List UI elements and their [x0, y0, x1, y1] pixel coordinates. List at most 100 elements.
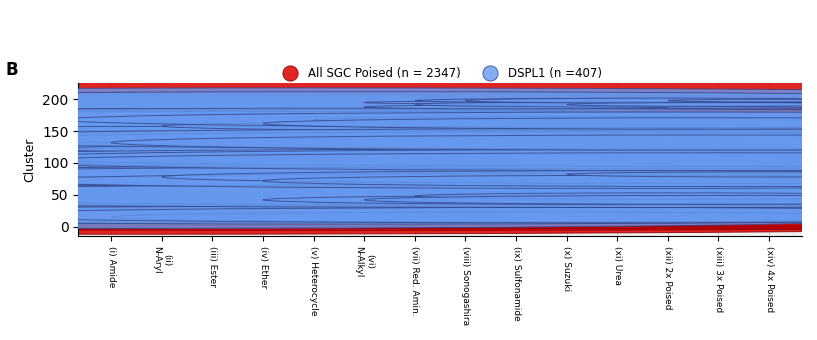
Circle shape [415, 193, 817, 199]
Circle shape [263, 195, 817, 204]
Circle shape [0, 141, 718, 153]
Circle shape [0, 125, 769, 140]
Circle shape [364, 120, 567, 123]
Circle shape [0, 154, 817, 190]
Circle shape [0, 94, 817, 120]
Circle shape [10, 122, 415, 128]
Circle shape [0, 135, 817, 168]
Circle shape [162, 160, 667, 166]
Circle shape [10, 116, 817, 131]
Circle shape [0, 165, 817, 179]
Circle shape [263, 157, 667, 162]
Circle shape [0, 152, 817, 190]
Circle shape [111, 135, 817, 150]
Circle shape [10, 173, 817, 188]
Circle shape [60, 189, 466, 194]
Circle shape [0, 168, 817, 186]
Circle shape [263, 119, 667, 124]
Circle shape [0, 115, 817, 141]
Circle shape [364, 197, 567, 199]
Circle shape [0, 119, 667, 131]
Legend: All SGC Poised (n = 2347), DSPL1 (n =407): All SGC Poised (n = 2347), DSPL1 (n =407… [274, 62, 607, 84]
Circle shape [0, 169, 817, 185]
Circle shape [263, 119, 817, 128]
Circle shape [0, 197, 817, 223]
Circle shape [263, 118, 817, 129]
Circle shape [0, 108, 817, 131]
Circle shape [10, 104, 516, 110]
Circle shape [0, 118, 817, 147]
Circle shape [0, 200, 817, 231]
Circle shape [0, 145, 817, 171]
Circle shape [0, 142, 817, 161]
Circle shape [0, 129, 817, 161]
Circle shape [0, 126, 817, 159]
Circle shape [0, 169, 817, 214]
Circle shape [60, 143, 817, 155]
Circle shape [10, 166, 516, 172]
Circle shape [0, 177, 817, 222]
Circle shape [0, 148, 817, 168]
Circle shape [0, 207, 817, 223]
Circle shape [0, 202, 817, 234]
Circle shape [0, 206, 817, 224]
Circle shape [364, 100, 817, 109]
Circle shape [0, 142, 817, 181]
Circle shape [415, 102, 817, 107]
Circle shape [567, 103, 817, 106]
Circle shape [0, 159, 817, 180]
Circle shape [0, 92, 718, 107]
Circle shape [314, 101, 618, 104]
Circle shape [0, 112, 817, 128]
Circle shape [0, 104, 817, 127]
Circle shape [0, 176, 817, 224]
Circle shape [0, 130, 817, 168]
Circle shape [10, 192, 718, 201]
Circle shape [0, 112, 817, 132]
Circle shape [0, 141, 516, 149]
Circle shape [0, 169, 817, 192]
Circle shape [0, 159, 817, 177]
Circle shape [0, 141, 817, 174]
Circle shape [567, 172, 817, 177]
Circle shape [60, 103, 364, 106]
Circle shape [0, 185, 817, 207]
Circle shape [0, 109, 817, 142]
Circle shape [263, 100, 817, 109]
Circle shape [162, 214, 364, 217]
Circle shape [0, 129, 817, 165]
Circle shape [0, 100, 567, 109]
Circle shape [0, 148, 817, 176]
Circle shape [0, 88, 817, 111]
Circle shape [0, 171, 817, 212]
Circle shape [0, 160, 817, 183]
Circle shape [0, 139, 817, 177]
Circle shape [314, 139, 618, 142]
Circle shape [212, 137, 718, 144]
Circle shape [364, 195, 817, 204]
Circle shape [0, 126, 817, 152]
Circle shape [0, 96, 364, 103]
Circle shape [0, 153, 817, 173]
Circle shape [314, 177, 618, 181]
Circle shape [263, 96, 817, 106]
Circle shape [0, 150, 817, 199]
Circle shape [0, 174, 817, 215]
Circle shape [0, 76, 817, 122]
Circle shape [162, 171, 817, 183]
Circle shape [0, 201, 817, 221]
Text: B: B [6, 61, 19, 79]
Circle shape [263, 175, 817, 187]
Circle shape [0, 126, 817, 152]
Circle shape [0, 174, 817, 205]
Circle shape [0, 176, 817, 204]
Circle shape [516, 98, 817, 104]
Circle shape [0, 101, 817, 142]
Circle shape [0, 145, 817, 181]
Circle shape [0, 160, 817, 201]
Circle shape [0, 180, 817, 212]
Circle shape [364, 158, 567, 161]
Circle shape [364, 101, 567, 104]
Circle shape [0, 132, 817, 158]
Circle shape [0, 204, 817, 226]
